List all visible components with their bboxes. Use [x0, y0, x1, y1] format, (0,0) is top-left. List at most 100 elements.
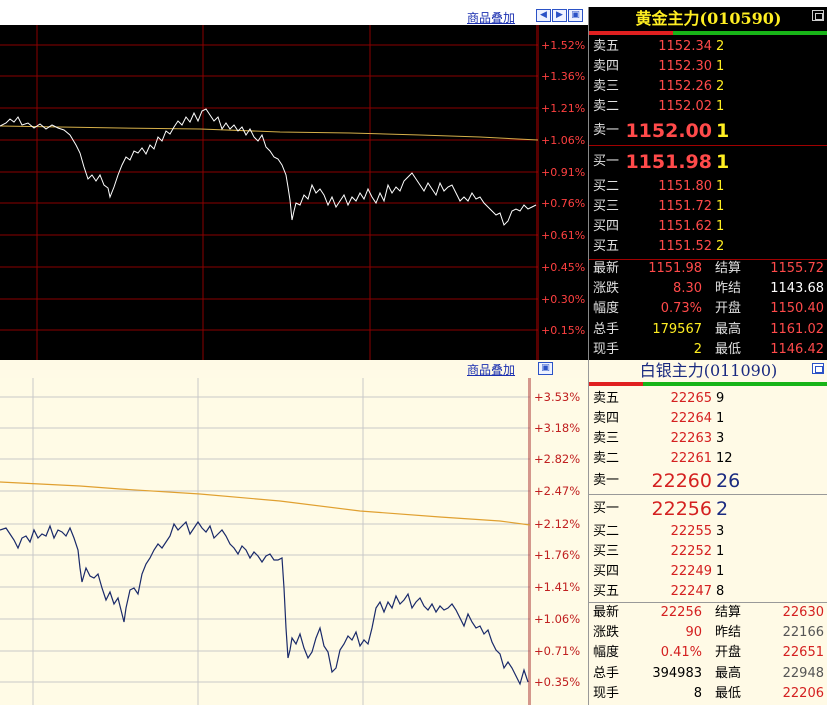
- window-icon[interactable]: ▣: [568, 9, 583, 22]
- stat-row: 涨跌 8.30 昨结 1143.68: [589, 279, 827, 299]
- stat-value: 1161.02: [770, 321, 824, 337]
- plot-bg: [0, 378, 530, 705]
- ask-row[interactable]: 卖五 1152.34 2: [589, 37, 827, 57]
- divider: [589, 494, 827, 495]
- stat-value: 2: [693, 341, 702, 357]
- bid-volume: 2: [716, 498, 729, 520]
- bid-row[interactable]: 买五 1151.52 2: [589, 237, 827, 257]
- stat-row: 总手 394983 最高 22948: [589, 664, 827, 684]
- buy-sell-ratio-bar: [589, 31, 827, 35]
- ask-row[interactable]: 卖一 1152.00 1: [589, 121, 827, 141]
- gold-chart-toolbar: 商品叠加 ◀ ▶ ▣: [0, 7, 588, 25]
- y-tick-label: +1.41%: [534, 580, 580, 594]
- bid-row[interactable]: 买三 22252 1: [589, 542, 827, 562]
- ask-label: 卖三: [593, 79, 620, 94]
- bid-row[interactable]: 买二 1151.80 1: [589, 177, 827, 197]
- divider: [589, 259, 827, 260]
- stat-value: 22256: [660, 605, 702, 620]
- bid-price: 1151.80: [658, 179, 712, 194]
- ask-volume: 2: [716, 79, 725, 94]
- commodity-overlay-link[interactable]: 商品叠加: [467, 11, 516, 25]
- ask-row[interactable]: 卖一 22260 26: [589, 471, 827, 491]
- bid-row[interactable]: 买四 22249 1: [589, 562, 827, 582]
- stat-row: 幅度 0.41% 开盘 22651: [589, 643, 827, 663]
- stat-row: 涨跌 90 昨结 22166: [589, 623, 827, 643]
- ask-price: 22263: [670, 431, 712, 446]
- chart-nav-buttons: ◀ ▶ ▣: [536, 9, 583, 22]
- y-tick-label: +0.35%: [534, 675, 580, 689]
- y-tick-label: +1.06%: [534, 612, 580, 626]
- stat-value: 22166: [782, 625, 824, 641]
- bid-row[interactable]: 买一 1151.98 1: [589, 152, 827, 172]
- bid-label: 买一: [593, 154, 620, 169]
- ask-volume: 9: [716, 391, 725, 406]
- stat-label: 涨跌: [593, 625, 620, 641]
- silver-title: 白银主力(011090): [639, 361, 778, 380]
- commodity-overlay-link[interactable]: 商品叠加: [467, 363, 516, 377]
- bid-volume: 1: [716, 179, 725, 194]
- maximize-icon[interactable]: [812, 363, 824, 374]
- bid-row[interactable]: 买五 22247 8: [589, 582, 827, 602]
- y-tick-label: +0.71%: [534, 644, 580, 658]
- ask-label: 卖二: [593, 451, 620, 466]
- stat-label: 总手: [593, 321, 620, 337]
- bid-row[interactable]: 买一 22256 2: [589, 499, 827, 519]
- ask-row[interactable]: 卖四 1152.30 1: [589, 57, 827, 77]
- chart-nav-buttons: ▣: [538, 362, 553, 375]
- bid-price: 22249: [670, 564, 712, 579]
- bid-volume: 1: [716, 199, 725, 214]
- stat-label: 最低: [715, 685, 742, 701]
- stat-label: 最新: [593, 605, 620, 620]
- gold-intraday-chart[interactable]: [0, 25, 538, 360]
- stat-label: 结算: [715, 261, 742, 276]
- ask-row[interactable]: 卖三 1152.26 2: [589, 77, 827, 97]
- prev-icon[interactable]: ◀: [536, 9, 551, 22]
- bid-price: 1151.52: [658, 239, 712, 254]
- bid-price: 1151.72: [658, 199, 712, 214]
- ask-price: 1152.02: [658, 99, 712, 114]
- stat-label: 幅度: [593, 301, 620, 317]
- average-line: [0, 125, 538, 141]
- stat-label: 现手: [593, 685, 620, 701]
- stat-value: 22630: [782, 605, 824, 620]
- stat-label: 现手: [593, 341, 620, 357]
- stat-value: 1150.40: [770, 301, 824, 317]
- bid-price: 22255: [670, 524, 712, 539]
- ask-row[interactable]: 卖四 22264 1: [589, 409, 827, 429]
- ask-label: 卖四: [593, 411, 620, 426]
- stat-label: 幅度: [593, 645, 620, 661]
- stat-label: 最高: [715, 321, 742, 337]
- y-tick-label: +2.12%: [534, 517, 580, 531]
- silver-intraday-chart[interactable]: [0, 378, 530, 705]
- bid-volume: 1: [716, 151, 730, 173]
- ask-row[interactable]: 卖二 22261 12: [589, 449, 827, 469]
- y-tick-label: +0.30%: [541, 293, 585, 306]
- ask-price: 22260: [651, 470, 712, 492]
- next-icon[interactable]: ▶: [552, 9, 567, 22]
- ask-volume: 1: [716, 99, 725, 114]
- window-icon[interactable]: ▣: [538, 362, 553, 375]
- bid-volume: 2: [716, 239, 725, 254]
- bid-price: 1151.98: [625, 151, 712, 173]
- stat-row: 现手 8 最低 22206: [589, 684, 827, 704]
- stat-label: 最新: [593, 261, 620, 276]
- ask-label: 卖五: [593, 39, 620, 54]
- bid-row[interactable]: 买三 1151.72 1: [589, 197, 827, 217]
- ask-volume: 1: [716, 120, 730, 142]
- y-tick-label: +0.15%: [541, 324, 585, 337]
- ask-volume: 26: [716, 470, 741, 492]
- ask-row[interactable]: 卖五 22265 9: [589, 389, 827, 409]
- ask-row[interactable]: 卖二 1152.02 1: [589, 97, 827, 117]
- bid-row[interactable]: 买四 1151.62 1: [589, 217, 827, 237]
- maximize-icon[interactable]: [812, 10, 824, 21]
- y-tick-label: +0.91%: [541, 166, 585, 179]
- stat-label: 结算: [715, 605, 742, 620]
- stat-value: 22206: [782, 685, 824, 701]
- ask-label: 卖一: [593, 473, 620, 488]
- stat-value: 0.73%: [660, 301, 702, 317]
- bid-row[interactable]: 买二 22255 3: [589, 522, 827, 542]
- gold-title: 黄金主力(010590): [635, 9, 782, 28]
- stat-value: 8: [693, 685, 702, 701]
- ask-row[interactable]: 卖三 22263 3: [589, 429, 827, 449]
- y-tick-label: +1.06%: [541, 134, 585, 147]
